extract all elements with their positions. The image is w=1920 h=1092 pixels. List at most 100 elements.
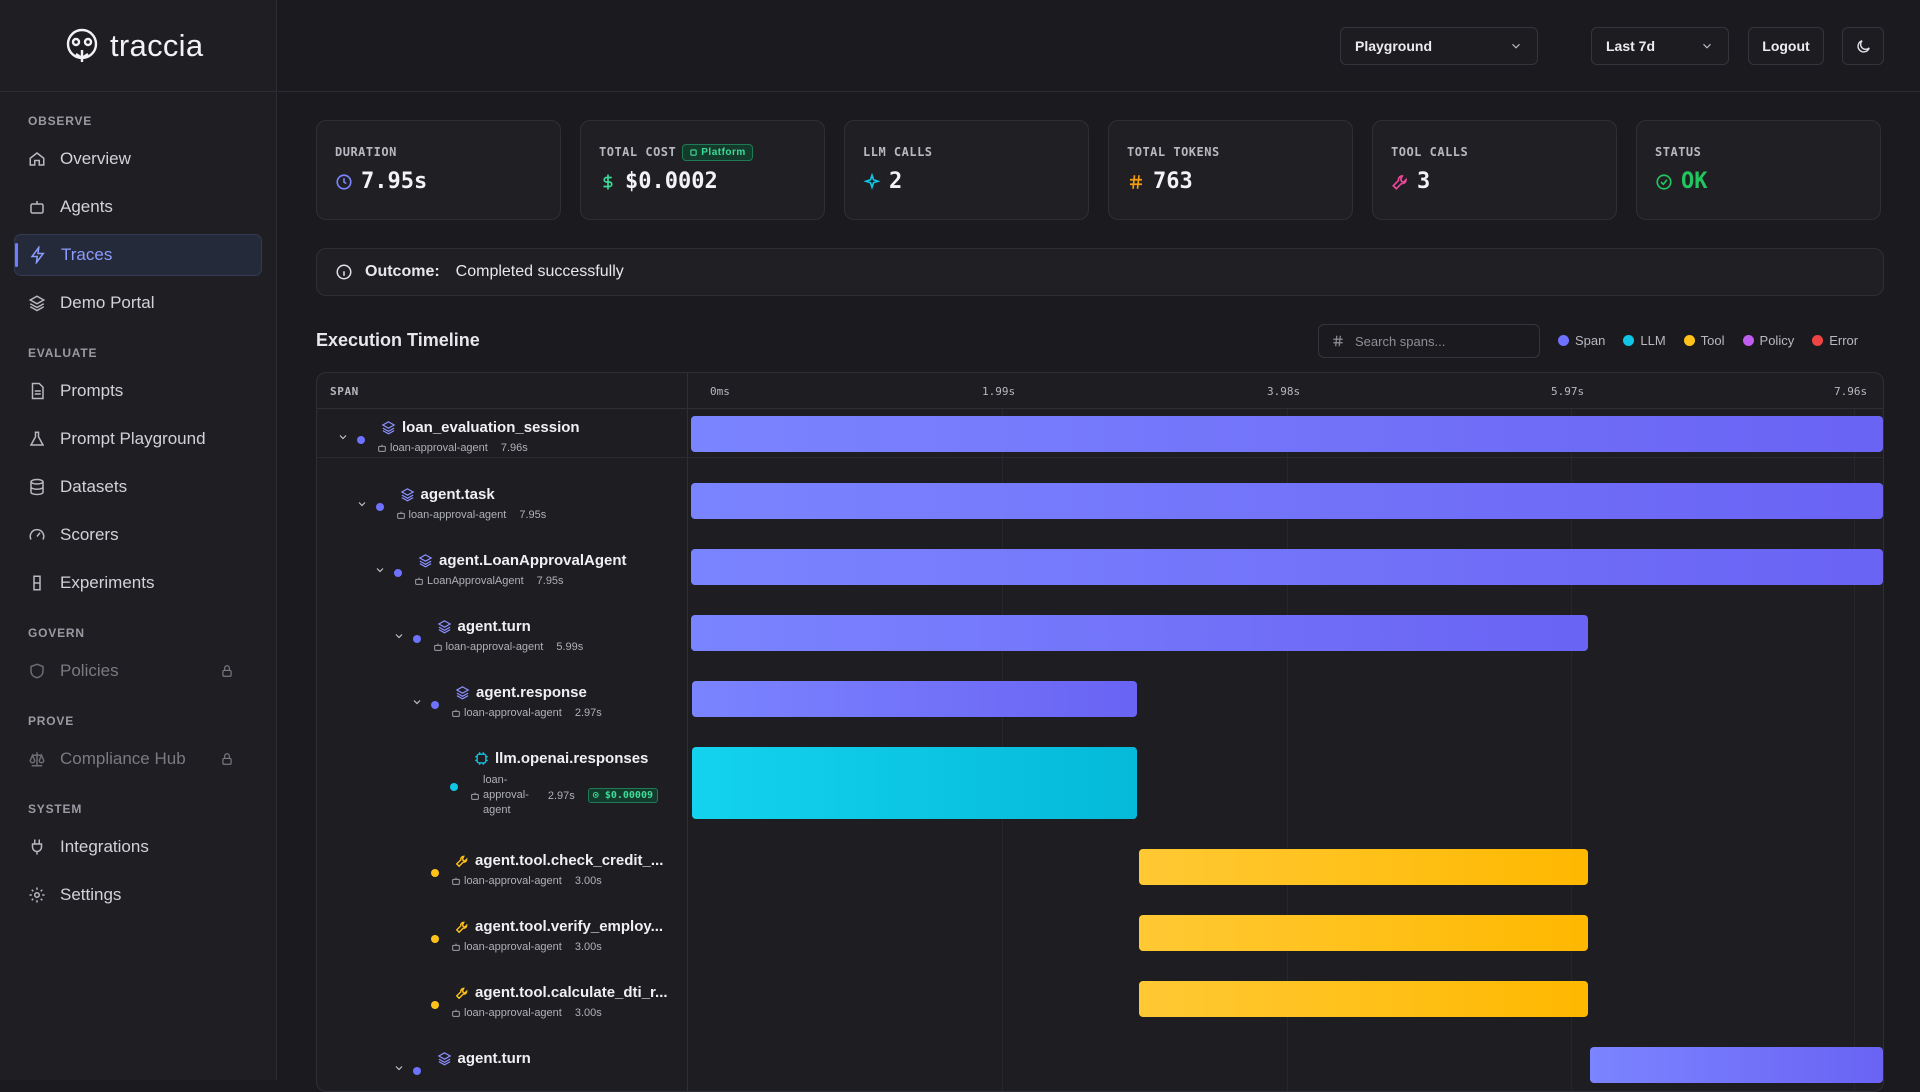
sidebar-item-scorers[interactable]: Scorers [14, 514, 262, 556]
span-bar[interactable] [692, 681, 1136, 717]
span-kind-dot [413, 1067, 421, 1075]
span-bar[interactable] [691, 549, 1883, 585]
span-bar[interactable] [691, 483, 1883, 519]
span-row[interactable]: agent.tool.check_credit_... loan-approval… [317, 843, 1883, 891]
span-bar[interactable] [692, 747, 1136, 819]
span-name[interactable]: agent.tool.check_credit_... [455, 852, 663, 869]
span-name[interactable]: agent.response [455, 684, 587, 701]
span-duration: 7.95s [537, 575, 564, 587]
span-row[interactable]: agent.tool.calculate_dti_r... loan-approv… [317, 975, 1883, 1023]
span-bar[interactable] [1590, 1047, 1883, 1083]
sidebar-item-integrations[interactable]: Integrations [14, 826, 262, 868]
span-kind-dot [431, 701, 439, 709]
sidebar-item-experiments[interactable]: Experiments [14, 562, 262, 604]
expand-toggle[interactable] [374, 563, 386, 581]
chip-icon [474, 751, 489, 766]
outcome-banner: Outcome: Completed successfully [316, 248, 1884, 296]
span-bar[interactable] [1139, 981, 1588, 1017]
sidebar-item-label: Traces [61, 245, 112, 265]
sidebar-item-policies[interactable]: Policies [14, 650, 262, 692]
platform-badge: Platform [682, 144, 753, 161]
layers-icon [455, 685, 470, 700]
span-name-text: agent.tool.calculate_dti_r... [475, 984, 668, 1001]
time-range-select[interactable]: Last 7d [1591, 27, 1729, 65]
logout-button[interactable]: Logout [1748, 27, 1824, 65]
search-placeholder: Search spans... [1355, 334, 1445, 349]
sidebar-item-traces[interactable]: Traces [14, 234, 262, 276]
theme-toggle-button[interactable] [1842, 27, 1884, 65]
layers-icon [381, 420, 396, 435]
bot-icon [377, 443, 387, 453]
sidebar-item-prompts[interactable]: Prompts [14, 370, 262, 412]
sidebar-item-settings[interactable]: Settings [14, 874, 262, 916]
span-name-text: llm.openai.responses [495, 750, 648, 767]
span-row[interactable]: agent.tool.verify_employ...loan-approval… [317, 909, 1883, 957]
sidebar-item-compliance-hub[interactable]: Compliance Hub [14, 738, 262, 780]
project-select-value: Playground [1355, 38, 1432, 54]
span-duration: 3.00s [575, 941, 602, 953]
expand-toggle[interactable] [393, 1061, 405, 1079]
legend-label: Policy [1760, 333, 1795, 348]
span-kind-dot [394, 569, 402, 577]
time-range-value: Last 7d [1606, 38, 1655, 54]
legend-label: Span [1575, 333, 1605, 348]
project-select[interactable]: Playground [1340, 27, 1538, 65]
span-name[interactable]: agent.task [400, 486, 495, 503]
stat-value: OK [1681, 169, 1708, 194]
expand-toggle[interactable] [337, 430, 349, 448]
span-name[interactable]: agent.LoanApprovalAgent [418, 552, 627, 569]
section-observe: OBSERVE [14, 114, 262, 128]
database-icon [28, 478, 46, 496]
span-search-input[interactable]: Search spans... [1318, 324, 1540, 358]
expand-toggle[interactable] [411, 695, 423, 713]
sidebar-item-label: Overview [60, 149, 131, 169]
span-name[interactable]: llm.openai.responses [474, 750, 648, 767]
legend-tool: Tool [1684, 333, 1725, 348]
legend-error: Error [1812, 333, 1858, 348]
sidebar-item-demo-portal[interactable]: Demo Portal [14, 282, 262, 324]
span-name[interactable]: agent.tool.calculate_dti_r... [455, 984, 668, 1001]
span-name-text: agent.turn [458, 618, 531, 635]
lock-icon [220, 664, 234, 678]
span-bar[interactable] [1139, 915, 1588, 951]
span-name[interactable]: agent.turn [437, 618, 531, 635]
span-agent: loan-approval-agent [464, 875, 562, 887]
sidebar-item-agents[interactable]: Agents [14, 186, 262, 228]
span-agent-line: approval- [483, 788, 529, 803]
stat-value: 763 [1153, 169, 1193, 194]
outcome-text: Completed successfully [456, 263, 624, 281]
span-row[interactable]: agent.turn [317, 1041, 1883, 1089]
traccia-logo-icon [62, 26, 102, 66]
layers-icon [28, 294, 46, 312]
sidebar-item-overview[interactable]: Overview [14, 138, 262, 180]
sidebar-item-prompt-playground[interactable]: Prompt Playground [14, 418, 262, 460]
sidebar-item-label: Prompts [60, 381, 123, 401]
span-name[interactable]: agent.tool.verify_employ... [455, 918, 663, 935]
app-name: traccia [110, 28, 203, 64]
app-logo[interactable]: traccia [0, 0, 276, 92]
span-bar[interactable] [691, 416, 1883, 452]
span-agent: loan-approval-agent [464, 1007, 562, 1019]
sidebar-item-label: Policies [60, 661, 119, 681]
sidebar-item-datasets[interactable]: Datasets [14, 466, 262, 508]
span-bar[interactable] [691, 615, 1588, 651]
bot-icon [433, 642, 443, 652]
file-text-icon [28, 382, 46, 400]
span-name[interactable]: agent.turn [437, 1050, 531, 1067]
expand-toggle[interactable] [393, 629, 405, 647]
flask-icon [28, 430, 46, 448]
span-name[interactable]: loan_evaluation_session [381, 419, 580, 436]
span-bar[interactable] [1139, 849, 1588, 885]
span-name-text: agent.tool.verify_employ... [475, 918, 663, 935]
time-tick: 5.97s [1551, 385, 1584, 398]
expand-toggle[interactable] [356, 497, 368, 515]
sparkles-icon [863, 173, 881, 191]
